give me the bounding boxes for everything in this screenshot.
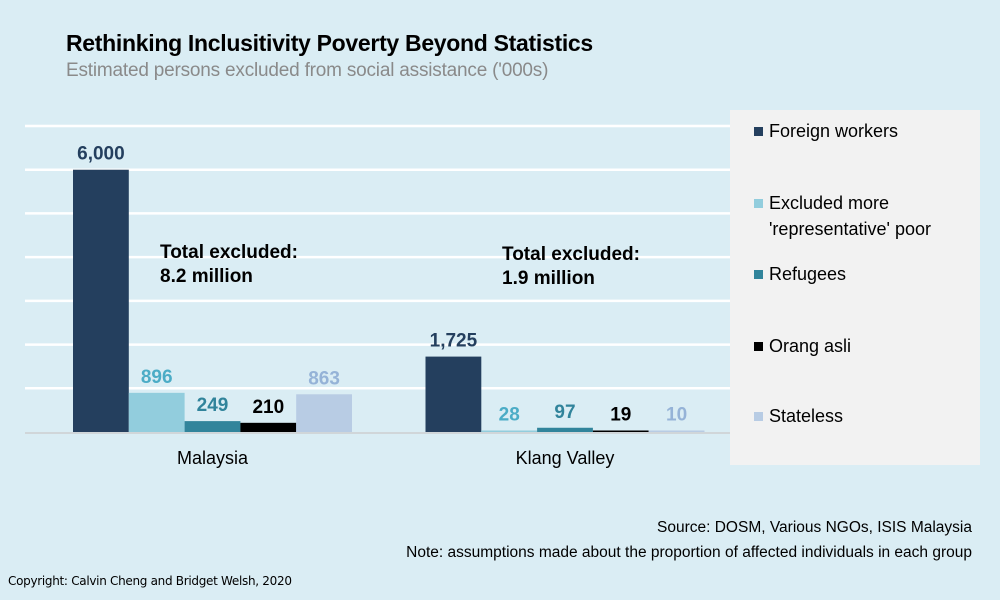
- x-tick-label: Malaysia: [177, 448, 249, 468]
- bar-foreign-workers-klang-valley: [425, 356, 482, 432]
- total-annotation-klang-valley: Total excluded: 1.9 million: [502, 243, 640, 291]
- legend-label: Foreign workers: [769, 121, 899, 141]
- data-label: 97: [554, 402, 575, 423]
- annotation-line1: Total excluded:: [502, 244, 640, 265]
- data-label: 10: [666, 405, 687, 426]
- bar-excluded-more-representative-poor-malaysia: [128, 392, 185, 432]
- data-label: 896: [141, 367, 173, 388]
- chart-title: Rethinking Inclusitivity Poverty Beyond …: [66, 30, 593, 56]
- data-label: 863: [308, 368, 340, 389]
- legend-swatch: [754, 127, 763, 136]
- legend-item-stateless: Stateless: [754, 403, 843, 429]
- data-label: 210: [252, 397, 284, 418]
- chart-subtitle: Estimated persons excluded from social a…: [66, 60, 549, 81]
- bar-orang-asli-malaysia: [240, 422, 297, 432]
- legend-label: Refugees: [769, 264, 847, 284]
- bar-orang-asli-klang-valley: [592, 430, 649, 432]
- legend-swatch: [754, 412, 763, 421]
- legend-item-orang-asli: Orang asli: [754, 333, 851, 359]
- bar-refugees-klang-valley: [537, 427, 593, 432]
- data-label: 28: [499, 405, 520, 426]
- data-label: 6,000: [77, 144, 125, 165]
- copyright: Copyright: Calvin Cheng and Bridget Wels…: [8, 574, 292, 588]
- legend-swatch: [754, 342, 763, 351]
- legend-label: Stateless: [769, 406, 844, 426]
- source-text: Source: DOSM, Various NGOs, ISIS Malaysi…: [657, 519, 972, 536]
- annotation-line2: 8.2 million: [160, 266, 253, 287]
- annotation-line1: Total excluded:: [160, 242, 298, 263]
- legend-item-representative-poor: Excluded more 'representative' poor: [754, 190, 954, 242]
- legend-swatch: [754, 270, 763, 279]
- total-annotation-malaysia: Total excluded: 8.2 million: [160, 241, 298, 289]
- bar-foreign-workers-malaysia: [73, 169, 129, 432]
- x-tick-label: Klang Valley: [516, 448, 615, 468]
- legend-label: Orang asli: [769, 336, 852, 356]
- legend-item-refugees: Refugees: [754, 261, 846, 287]
- source-note: Source: DOSM, Various NGOs, ISIS Malaysi…: [406, 515, 972, 565]
- data-label: 1,725: [430, 331, 478, 352]
- bar-chart: 6,000 896 249 210 863 Malaysia 1,725 28 97 19 10 Kl…: [25, 124, 730, 468]
- legend: Foreign workers Excluded more 'represent…: [730, 110, 980, 465]
- bar-stateless-klang-valley: [648, 430, 705, 432]
- note-text: Note: assumptions made about the proport…: [406, 544, 972, 561]
- legend-label: Excluded more 'representative' poor: [769, 193, 931, 239]
- legend-swatch: [754, 199, 763, 208]
- bar-refugees-malaysia: [184, 421, 241, 432]
- data-label: 249: [197, 395, 229, 416]
- bar-excluded-more-representative-poor-klang-valley: [481, 430, 538, 432]
- bar-stateless-malaysia: [296, 394, 352, 432]
- legend-item-foreign-workers: Foreign workers: [754, 118, 898, 144]
- annotation-line2: 1.9 million: [502, 268, 595, 289]
- data-label: 19: [610, 405, 631, 426]
